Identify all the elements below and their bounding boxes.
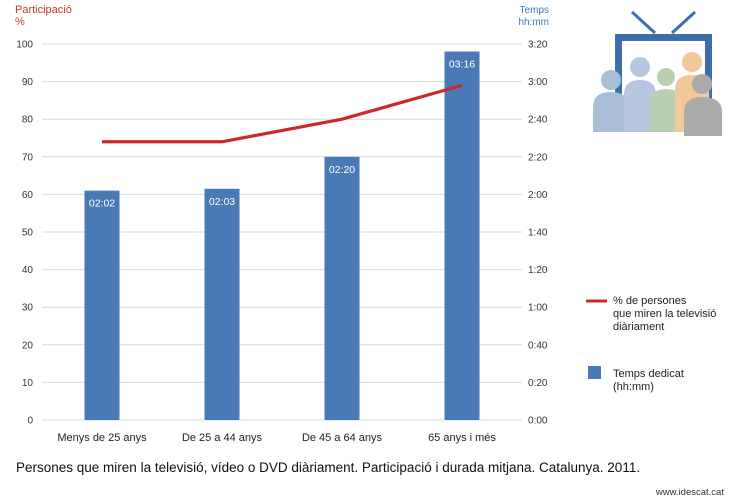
legend-line-label-3: diàriament	[613, 321, 664, 333]
right-tick-label: 0:00	[528, 416, 548, 427]
left-tick-label: 30	[22, 303, 34, 314]
left-tick-label: 0	[27, 416, 33, 427]
left-axis-ticks: 0 10 20 30 40 50 60 70 80 90 100	[16, 40, 33, 427]
category-labels: Menys de 25 anys De 25 a 44 anys De 45 a 6…	[57, 432, 496, 444]
category-label: De 45 a 64 anys	[302, 432, 383, 444]
bar	[444, 51, 480, 421]
right-axis-title: Temps	[520, 5, 549, 16]
legend-line-label-2: que miren la televisió	[613, 308, 716, 320]
bar-value-label: 03:16	[449, 59, 475, 71]
category-label: 65 anys i més	[428, 432, 496, 444]
left-axis-unit: %	[15, 16, 25, 28]
category-label: De 25 a 44 anys	[182, 432, 263, 444]
legend-bar-swatch	[588, 366, 601, 379]
bars: 02:02 02:03 02:20 03:16	[84, 51, 480, 421]
left-tick-label: 70	[22, 152, 34, 163]
legend-bar-label-1: Temps dedicat	[613, 368, 684, 380]
right-tick-label: 1:40	[528, 228, 548, 239]
bar-value-label: 02:03	[209, 196, 235, 208]
source-label: www.idescat.cat	[655, 487, 724, 498]
right-tick-label: 1:00	[528, 303, 548, 314]
bar	[204, 188, 240, 420]
gridlines	[42, 43, 522, 421]
right-axis-unit: hh:mm	[518, 17, 549, 28]
left-tick-label: 20	[22, 340, 34, 351]
chart: 02:02 02:03 02:20 03:16 0 10 20 30 40 50 60 70 80 90…	[15, 4, 722, 444]
participation-line	[102, 83, 463, 144]
legend: % de persones que miren la televisió dià…	[586, 295, 716, 393]
participation-polyline	[102, 83, 463, 144]
right-tick-label: 3:00	[528, 77, 548, 88]
left-tick-label: 40	[22, 265, 34, 276]
right-tick-label: 2:20	[528, 152, 548, 163]
chart-caption: Persones que miren la televisió, vídeo o…	[16, 460, 641, 475]
left-tick-label: 10	[22, 378, 34, 389]
bar-value-label: 02:02	[89, 198, 115, 210]
left-tick-label: 100	[16, 40, 33, 51]
legend-bar-label-2: (hh:mm)	[613, 381, 654, 393]
right-tick-label: 2:00	[528, 190, 548, 201]
right-tick-label: 0:40	[528, 340, 548, 351]
bar	[84, 190, 120, 420]
left-tick-label: 90	[22, 77, 34, 88]
right-axis-ticks: 0:00 0:20 0:40 1:00 1:20 1:40 2:00 2:20 2:40 3:00…	[528, 40, 548, 427]
tv-audience-icon	[593, 10, 722, 136]
category-label: Menys de 25 anys	[57, 432, 147, 444]
left-axis-title: Participació	[15, 4, 72, 16]
right-tick-label: 2:40	[528, 115, 548, 126]
left-tick-label: 50	[22, 228, 34, 239]
bar	[324, 156, 360, 421]
right-tick-label: 3:20	[528, 40, 548, 51]
legend-line-label-1: % de persones	[613, 295, 687, 307]
left-tick-label: 60	[22, 190, 34, 201]
bar-value-label: 02:20	[329, 164, 355, 176]
right-tick-label: 1:20	[528, 265, 548, 276]
left-tick-label: 80	[22, 115, 34, 126]
right-tick-label: 0:20	[528, 378, 548, 389]
